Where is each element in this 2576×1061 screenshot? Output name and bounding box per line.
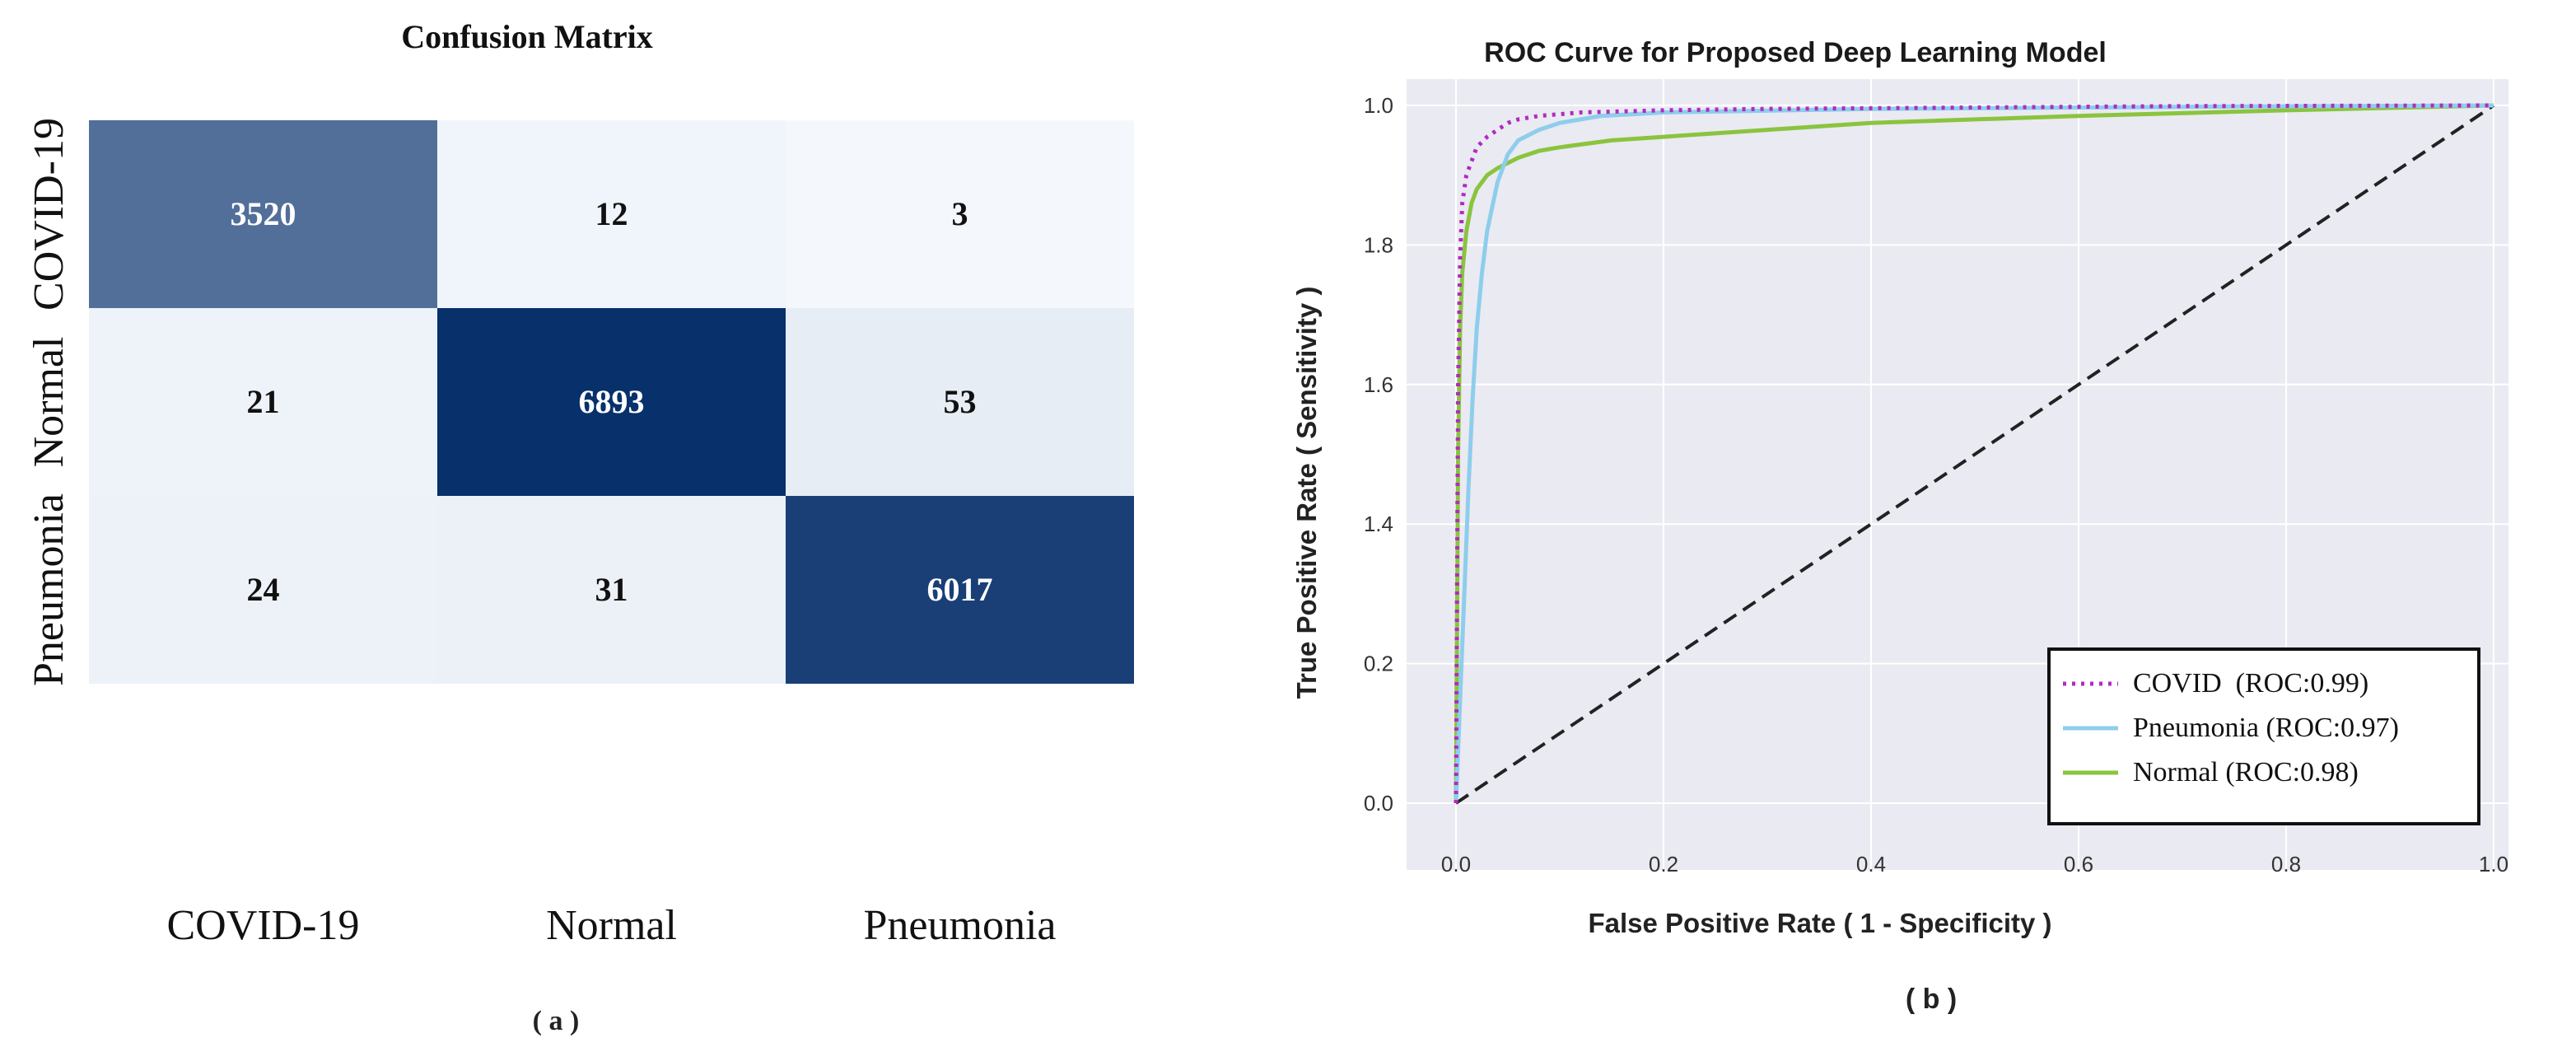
x-tick-label: 0.6	[2064, 852, 2093, 876]
column-label: Normal	[546, 902, 677, 949]
column-label: COVID-19	[167, 902, 360, 949]
roc-series-line-chance	[1454, 104, 2495, 805]
x-tick-label: 1.0	[2479, 852, 2508, 876]
heatmap-cell	[786, 496, 1134, 684]
roc-series-line-normal	[1454, 103, 2494, 804]
heatmap-cell-value: 53	[944, 383, 977, 420]
x-tick-label: 0.4	[1856, 852, 1886, 876]
heatmap-cell-value: 24	[247, 571, 280, 608]
y-tick-label: 1.0	[1364, 93, 1393, 118]
heatmap-cell-value: 12	[595, 195, 628, 232]
column-label: Pneumonia	[864, 902, 1057, 949]
row-label: COVID-19	[26, 118, 72, 311]
heatmap-cell	[437, 496, 786, 684]
y-tick-label: 1.6	[1364, 372, 1393, 397]
heatmap-cell-value: 21	[247, 383, 280, 420]
x-tick-label: 0.8	[2271, 852, 2301, 876]
heatmap-cell	[89, 308, 437, 496]
heatmap-cell-value: 6017	[927, 571, 993, 608]
roc-series-line-covid	[1454, 103, 2494, 804]
y-tick-label: 0.2	[1364, 652, 1393, 676]
heatmap-cell	[89, 120, 437, 308]
heatmap-cell	[786, 308, 1134, 496]
heatmap-cell-value: 3520	[231, 195, 296, 232]
legend-label-normal: Normal (ROC:0.98)	[2133, 757, 2359, 788]
y-tick-label: 0.0	[1364, 791, 1393, 816]
heatmap-cell-value: 3	[952, 195, 968, 232]
roc-y-axis-label: True Positive Rate ( Sensitivity )	[1291, 287, 1322, 699]
heatmap-cell	[437, 308, 786, 496]
heatmap-cell	[89, 496, 437, 684]
roc-legend: COVID (ROC:0.99) Pneumonia (ROC:0.97) Norm…	[2047, 647, 2480, 825]
heatmap-cell-value: 31	[595, 571, 628, 608]
roc-panel: ROC Curve for Proposed Deep Learning Mod…	[1291, 37, 2508, 1015]
roc-x-axis-label: False Positive Rate ( 1 - Specificity )	[1588, 908, 2051, 938]
legend-label-covid: COVID (ROC:0.99)	[2133, 668, 2368, 699]
heatmap-cell-value: 6893	[579, 383, 645, 420]
x-tick-label: 0.2	[1649, 852, 1678, 876]
confusion-matrix-caption: ( a )	[533, 1006, 580, 1036]
roc-caption: ( b )	[1906, 984, 1957, 1015]
row-label: Normal	[26, 337, 72, 468]
roc-title: ROC Curve for Proposed Deep Learning Mod…	[1484, 37, 2107, 68]
row-label: Pneumonia	[26, 493, 72, 686]
heatmap-cell	[786, 120, 1134, 308]
legend-frame	[2047, 647, 2480, 825]
x-tick-label: 0.0	[1441, 852, 1471, 876]
heatmap-cell	[437, 120, 786, 308]
y-tick-label: 1.8	[1364, 232, 1393, 257]
confusion-matrix-panel: Confusion Matrix 3520 12 3 21 6893 53 24 31 6017…	[26, 18, 1134, 1036]
legend-label-pneumonia: Pneumonia (ROC:0.97)	[2133, 713, 2399, 743]
y-tick-label: 1.4	[1364, 512, 1393, 536]
confusion-matrix-title: Confusion Matrix	[401, 18, 653, 55]
